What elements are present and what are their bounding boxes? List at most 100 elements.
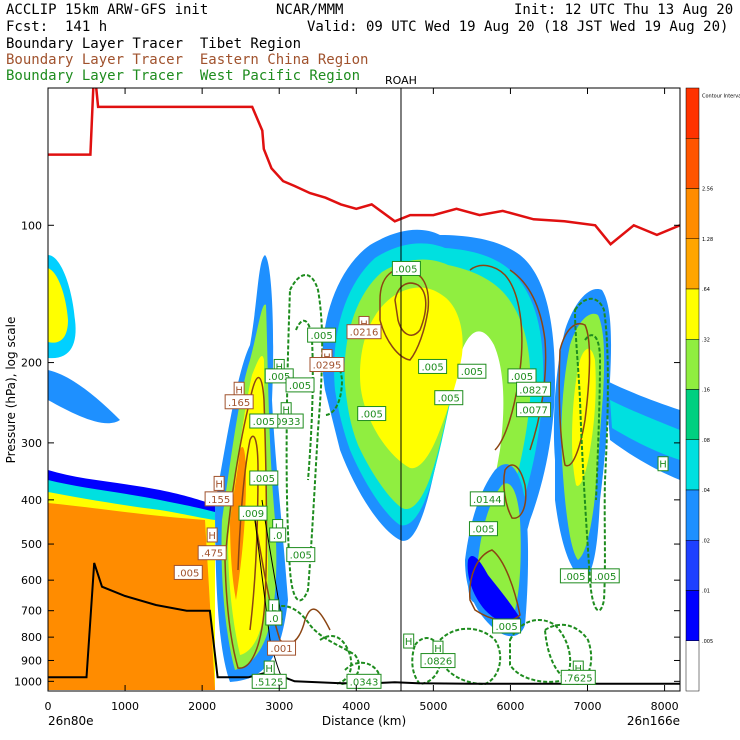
contour-eastern-china — [469, 264, 523, 451]
contour-label-box — [204, 491, 234, 507]
header-valid-time: Valid: 09 UTC Wed 19 Aug 20 (18 JST Wed … — [307, 19, 729, 35]
x-tick-label: 4000 — [342, 700, 370, 713]
y-tick-label: 100 — [21, 219, 42, 232]
contour-label: .0216 — [350, 328, 379, 339]
contour-label-box — [657, 456, 669, 472]
legend-eastern-china: Boundary Layer Tracer Eastern China Regi… — [6, 52, 369, 68]
contour-label: H — [282, 406, 290, 417]
tropopause-line — [48, 88, 680, 246]
colorbar-swatch — [685, 288, 700, 340]
contour-label: .005 — [563, 572, 585, 583]
colorbar-swatch — [685, 138, 700, 189]
contour-west-pacific — [439, 627, 502, 686]
contour-label-box — [516, 381, 552, 397]
contour-label: H — [405, 637, 413, 648]
colorbar-label: .04 — [702, 488, 710, 494]
contour-label-box — [468, 521, 498, 537]
x-tick-label: 2000 — [188, 700, 216, 713]
contour-eastern-china — [224, 377, 268, 669]
contour-eastern-china — [558, 323, 591, 467]
colorbar-swatch — [685, 238, 700, 290]
contour-label-box — [238, 505, 268, 521]
contour-label: H — [574, 664, 582, 675]
contour-label: H — [659, 460, 667, 471]
contour-label-box — [346, 673, 382, 689]
contour-label-box — [346, 324, 382, 340]
x-tick-label: 3000 — [265, 700, 293, 713]
plot-frame — [47, 87, 681, 692]
header-institution: NCAR/MMM — [276, 2, 344, 18]
colorbar-swatch — [685, 188, 700, 239]
colorbar-swatch — [685, 540, 700, 591]
contour-label: .005 — [290, 551, 312, 562]
contour-label: H — [265, 664, 273, 675]
contour-label: .005 — [472, 525, 494, 536]
colorbar-label: .64 — [702, 287, 710, 293]
contour-tibet — [254, 519, 286, 686]
y-tick-label: 800 — [21, 631, 42, 644]
contour-label-box — [418, 358, 448, 374]
contour-label: .0826 — [424, 657, 453, 668]
x-tick-label: 6000 — [496, 700, 524, 713]
contour-label-box — [457, 363, 487, 379]
contour-eastern-china — [394, 282, 427, 336]
contour-label: .0933 — [272, 417, 301, 428]
colorbar-label: 2.56 — [702, 187, 713, 193]
contour-label: .005 — [461, 367, 483, 378]
contour-label: H — [235, 385, 243, 396]
contour-label-box — [269, 527, 287, 543]
tracer-fill-left-mid — [48, 370, 120, 424]
contour-label-box — [307, 327, 337, 343]
contour-label: .005 — [310, 331, 332, 342]
y-tick-label: 600 — [21, 574, 42, 587]
y-tick-label: 300 — [21, 437, 42, 450]
contour-label-box — [469, 491, 505, 507]
contour-label-box — [559, 568, 589, 584]
contour-label: .475 — [201, 549, 223, 560]
contour-label: .0295 — [313, 361, 342, 372]
contour-label-box — [251, 673, 287, 689]
contour-label: .005 — [253, 474, 275, 485]
contour-label-box — [516, 402, 552, 418]
contour-labels: .005 .005 H .0295 H .0216 .005 .005 .005 .005 .005… — [173, 260, 669, 689]
contour-label: .0144 — [473, 495, 502, 506]
contour-label-box — [403, 633, 415, 649]
y-tick-label: 200 — [21, 357, 42, 370]
y-tick-label: 900 — [21, 654, 42, 667]
colorbar-label: .08 — [702, 438, 710, 444]
contour-label: .005 — [594, 572, 616, 583]
colorbar-label: .005 — [702, 639, 713, 645]
y-tick-label: 700 — [21, 605, 42, 618]
contour-eastern-china — [509, 269, 547, 451]
colorbar: Contour Interval 2.56 1.28 .64 .32 .16 .08 .04.… — [685, 87, 740, 692]
header-model-title: ACCLIP 15km ARW-GFS init — [6, 2, 209, 18]
contour-label: .165 — [228, 398, 250, 409]
colorbar-label: 1.28 — [702, 237, 713, 243]
legend-west-pacific: Boundary Layer Tracer West Pacific Regio… — [6, 68, 361, 84]
contour-label-box — [391, 260, 421, 276]
contour-west-pacific — [573, 297, 609, 612]
contour-label: H — [434, 644, 442, 655]
contour-label: .005 — [268, 372, 290, 383]
contour-label-box — [286, 547, 316, 563]
colorbar-swatch — [685, 389, 700, 440]
tracer-fill-east-tail-core — [610, 400, 680, 460]
left-endpoint-label: 26n80e — [48, 714, 94, 728]
contour-west-pacific — [317, 355, 344, 416]
colorbar-swatch — [685, 640, 700, 692]
contour-label-box — [173, 564, 203, 580]
contour-label-box — [265, 610, 283, 626]
contour-label-box — [197, 545, 227, 561]
x-tick-label: 7000 — [574, 700, 602, 713]
colorbar-label: .32 — [702, 337, 710, 343]
contour-label-box — [224, 394, 254, 410]
right-endpoint-label: 26n166e — [627, 714, 680, 728]
colorbar-swatch — [685, 590, 700, 641]
contour-label: .001 — [270, 644, 292, 655]
x-tick-label: 0 — [45, 700, 52, 713]
contour-label-box — [206, 527, 218, 543]
contour-label-box — [492, 618, 522, 634]
header-init-time: Init: 12 UTC Thu 13 Aug 20 — [514, 2, 734, 18]
contour-label: .5125 — [255, 677, 284, 688]
